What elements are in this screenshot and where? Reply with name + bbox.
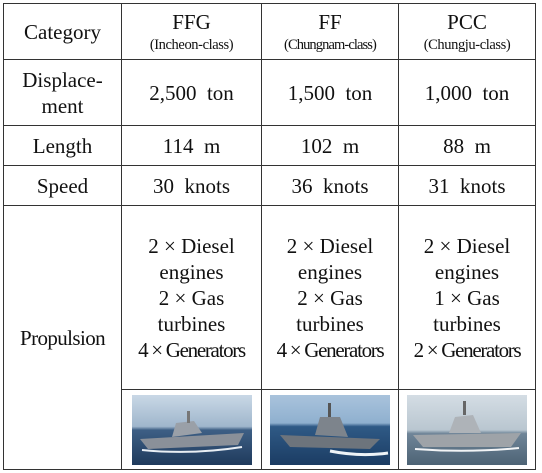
label-text: Length (4, 133, 121, 159)
cell: 2 × Diesel engines 1 × Gas turbines 2 × … (399, 206, 536, 390)
ship-photo (132, 395, 252, 465)
header-text: FF (262, 9, 398, 35)
header-subtext: (Chungju-class) (399, 35, 535, 55)
line: 2 × Gas (262, 285, 398, 311)
label-text: Speed (4, 173, 121, 199)
line: engines (262, 259, 398, 285)
row: Displace-ment 2,500 ton 1,500 ton 1,000 … (4, 60, 536, 126)
line: engines (399, 259, 535, 285)
cell: 2 × Diesel engines 2 × Gas turbines 4 × … (122, 206, 262, 390)
cell: 114 m (122, 126, 262, 166)
spec-table: Category FFG(Incheon-class) FF(Chungnam-… (3, 3, 536, 470)
label-text: Displace- (4, 67, 121, 93)
header-subtext: (Incheon-class) (122, 35, 261, 55)
header-cell: FFG(Incheon-class) (122, 4, 262, 60)
line: 4 × Generators (122, 337, 261, 363)
header-cell: FF(Chungnam-class) (262, 4, 399, 60)
line: 2 × Generators (399, 337, 535, 363)
line: 4 × Generators (262, 337, 398, 363)
line: 2 × Diesel (399, 233, 535, 259)
header-cell: PCC(Chungju-class) (399, 4, 536, 60)
header-subtext: (Chungnam-class) (262, 35, 398, 55)
image-cell (122, 390, 262, 470)
line: 2 × Gas (122, 285, 261, 311)
header-cell: Category (4, 4, 122, 60)
row-label: Displace-ment (4, 60, 122, 126)
header-text: FFG (122, 9, 261, 35)
row-label: Propulsion (4, 206, 122, 470)
cell: 31 knots (399, 166, 536, 206)
row-label: Length (4, 126, 122, 166)
cell: 2,500 ton (122, 60, 262, 126)
image-cell (262, 390, 399, 470)
cell: 2 × Diesel engines 2 × Gas turbines 4 × … (262, 206, 399, 390)
header-row: Category FFG(Incheon-class) FF(Chungnam-… (4, 4, 536, 60)
cell: 1,000 ton (399, 60, 536, 126)
row-label: Speed (4, 166, 122, 206)
image-cell (399, 390, 536, 470)
propulsion-row: Propulsion 2 × Diesel engines 2 × Gas tu… (4, 206, 536, 390)
page: Category FFG(Incheon-class) FF(Chungnam-… (0, 0, 542, 473)
line: turbines (122, 311, 261, 337)
cell: 36 knots (262, 166, 399, 206)
cell: 1,500 ton (262, 60, 399, 126)
header-text: PCC (399, 9, 535, 35)
ship-photo (407, 395, 527, 465)
line: 2 × Diesel (122, 233, 261, 259)
line: turbines (262, 311, 398, 337)
cell: 30 knots (122, 166, 262, 206)
ship-photo (270, 395, 390, 465)
line: engines (122, 259, 261, 285)
label-text: ment (4, 93, 121, 119)
line: 2 × Diesel (262, 233, 398, 259)
line: 1 × Gas (399, 285, 535, 311)
row: Speed 30 knots 36 knots 31 knots (4, 166, 536, 206)
cell: 88 m (399, 126, 536, 166)
line: turbines (399, 311, 535, 337)
header-text: Category (4, 19, 121, 45)
cell: 102 m (262, 126, 399, 166)
row: Length 114 m 102 m 88 m (4, 126, 536, 166)
